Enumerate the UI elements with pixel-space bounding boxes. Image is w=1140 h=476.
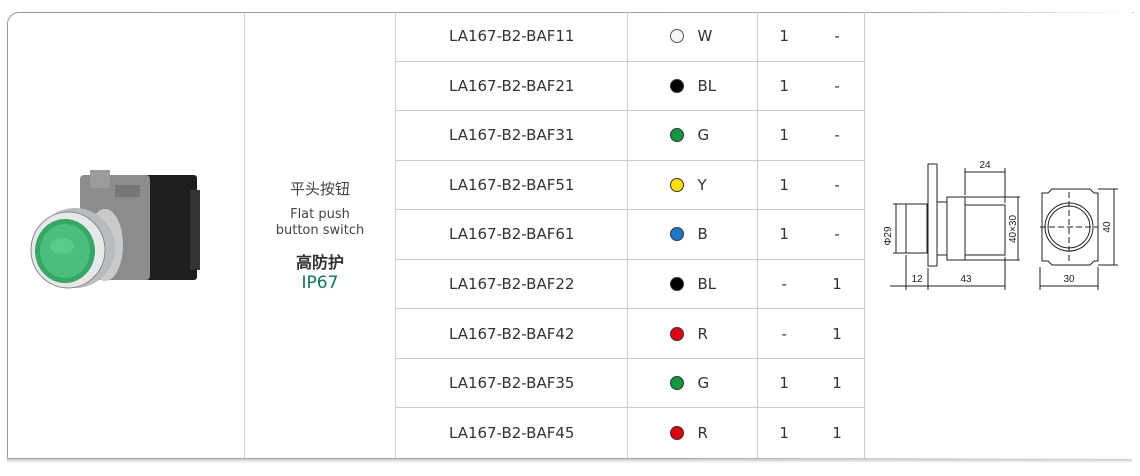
model-number: LA167-B2-BAF61 xyxy=(396,210,629,259)
color-code: B xyxy=(697,225,708,244)
color-dot-icon xyxy=(670,326,685,341)
color-code: R xyxy=(697,424,708,443)
table-row: LA167-B2-BAF42 R - 1 xyxy=(396,309,864,359)
color-cell: G xyxy=(628,358,759,408)
contact-nc: - xyxy=(834,175,840,194)
model-number: LA167-B2-BAF42 xyxy=(396,309,629,358)
contact-no: - xyxy=(781,324,787,343)
color-code: W xyxy=(697,27,713,46)
color-dot-icon xyxy=(670,78,685,93)
contact-nc: 1 xyxy=(832,324,842,343)
table-row: LA167-B2-BAF21 BL 1 - xyxy=(396,61,864,112)
contact-nc: - xyxy=(834,126,840,145)
contact-no: 1 xyxy=(779,175,789,194)
contact-no: - xyxy=(781,275,787,293)
color-dot-icon xyxy=(670,376,685,391)
contact-nc: 1 xyxy=(832,424,842,443)
model-table: LA167-B2-BAF11 W 1- LA167-B2-BAF21 BL 1- LA167… xyxy=(396,12,864,458)
product-name-en: Flat push button switch xyxy=(276,207,365,239)
bottom-border xyxy=(7,458,1132,459)
contact-no: 1 xyxy=(779,374,789,393)
contact-nc: - xyxy=(834,225,840,244)
table-row: LA167-B2-BAF45 R 1 1 xyxy=(396,408,864,458)
contact-nc: 1 xyxy=(832,275,842,293)
contact-no: 1 xyxy=(779,424,789,443)
color-dot-icon xyxy=(670,227,685,242)
dim-rear-length: 24 xyxy=(979,160,991,171)
divider xyxy=(864,12,865,458)
color-cell: G xyxy=(628,111,759,160)
color-dot-icon xyxy=(670,29,685,44)
color-code: G xyxy=(697,374,710,393)
model-number: LA167-B2-BAF22 xyxy=(396,259,629,309)
dim-front-length: 12 xyxy=(911,274,923,285)
contact-nc: - xyxy=(834,76,840,95)
color-code: R xyxy=(697,324,708,343)
color-dot-icon xyxy=(670,426,685,441)
product-name-en-line1: Flat push xyxy=(290,206,350,222)
table-row: LA167-B2-BAF61 B 1 - xyxy=(396,210,864,260)
drawing-button-front xyxy=(905,203,928,254)
contact-nc: - xyxy=(834,27,840,46)
drawing-rear-view xyxy=(1041,188,1099,266)
color-cell: R xyxy=(628,408,759,458)
color-cell: B xyxy=(628,210,759,259)
dim-height: 40 xyxy=(1102,221,1113,233)
contact-no: 1 xyxy=(779,76,789,95)
table-row: LA167-B2-BAF22 BL - 1 xyxy=(396,259,864,310)
table-row: LA167-B2-BAF11 W 1 - xyxy=(396,12,864,62)
divider xyxy=(244,12,245,458)
table-row: LA167-B2-BAF35 G 1 1 xyxy=(396,358,864,409)
product-photo xyxy=(30,170,200,289)
dim-diameter: Φ29 xyxy=(883,226,894,246)
color-dot-icon xyxy=(670,128,685,143)
dim-body-section: 40×30 xyxy=(1008,215,1019,244)
color-code: G xyxy=(697,126,710,145)
color-code: BL xyxy=(697,275,717,293)
product-name-cn: 平头按钮 xyxy=(289,179,350,198)
table-row: LA167-B2-BAF31 G 1 - xyxy=(396,111,864,161)
top-border xyxy=(20,12,1132,13)
dim-width: 30 xyxy=(1063,274,1075,285)
table-row: LA167-B2-BAF51 Y 1 - xyxy=(396,160,864,211)
model-number: LA167-B2-BAF21 xyxy=(396,61,629,111)
color-cell: Y xyxy=(628,160,759,210)
divider xyxy=(395,12,396,458)
protection-label-cn: 高防护 xyxy=(295,252,344,272)
contact-no: 1 xyxy=(779,225,789,244)
color-code: Y xyxy=(697,175,707,194)
bottom-shadow xyxy=(7,458,1132,463)
color-cell: R xyxy=(628,309,759,358)
product-name-en-line2: button switch xyxy=(275,222,365,238)
model-number: LA167-B2-BAF35 xyxy=(396,358,629,408)
contact-no: 1 xyxy=(779,27,789,46)
model-number: LA167-B2-BAF45 xyxy=(396,408,629,458)
contact-nc: 1 xyxy=(832,374,842,393)
model-number: LA167-B2-BAF31 xyxy=(396,111,629,160)
drawing-flange xyxy=(927,163,938,267)
model-number: LA167-B2-BAF51 xyxy=(396,160,629,210)
color-dot-icon xyxy=(670,177,685,192)
color-cell: BL xyxy=(628,259,759,309)
color-code: BL xyxy=(697,76,717,95)
protection-rating: IP67 xyxy=(301,272,339,293)
color-cell: BL xyxy=(628,61,759,111)
dim-body-length: 43 xyxy=(960,274,972,285)
color-cell: W xyxy=(628,12,759,61)
color-dot-icon xyxy=(670,277,685,291)
contact-no: 1 xyxy=(779,126,789,145)
product-description: 平头按钮 Flat push button switch 高防护 IP67 xyxy=(245,12,395,458)
model-number: LA167-B2-BAF11 xyxy=(396,12,629,61)
